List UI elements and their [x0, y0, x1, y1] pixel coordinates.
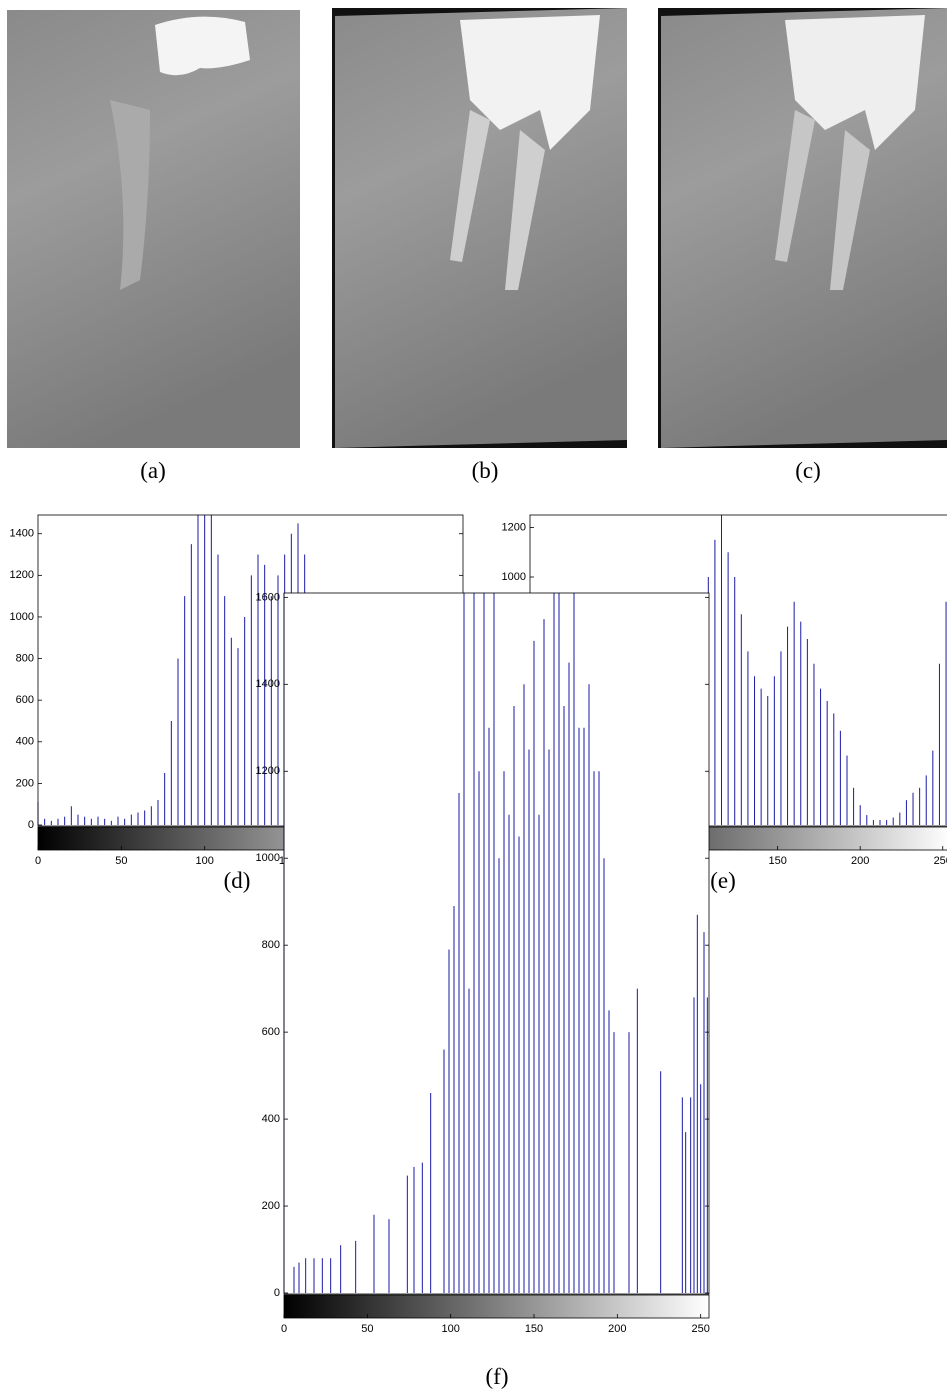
- y-tick-label: 1400: [10, 528, 34, 540]
- x-tick-label: 250: [691, 1323, 709, 1335]
- y-tick-label: 1200: [256, 765, 280, 777]
- y-tick-label: 800: [16, 652, 34, 664]
- y-tick-label: 1200: [502, 521, 526, 533]
- x-tick-label: 100: [441, 1323, 459, 1335]
- y-tick-label: 1200: [10, 569, 34, 581]
- xray-b: [332, 8, 627, 448]
- y-tick-label: 600: [262, 1026, 280, 1038]
- x-tick-label: 50: [115, 855, 127, 867]
- image-caption: (a): [140, 458, 166, 483]
- y-tick-label: 200: [262, 1200, 280, 1212]
- chart-caption: (e): [710, 868, 736, 893]
- x-tick-label: 0: [35, 855, 41, 867]
- y-tick-label: 400: [16, 736, 34, 748]
- chart-caption: (d): [224, 868, 251, 893]
- y-tick-label: 0: [28, 819, 34, 831]
- image-caption: (c): [795, 458, 821, 483]
- x-tick-label: 150: [525, 1323, 543, 1335]
- x-tick-label: 0: [281, 1323, 287, 1335]
- xray-c: [658, 8, 947, 448]
- y-tick-label: 0: [274, 1287, 280, 1299]
- y-tick-label: 1400: [256, 678, 280, 690]
- y-tick-label: 1600: [256, 591, 280, 603]
- x-tick-label: 50: [361, 1323, 373, 1335]
- x-tick-label: 250: [934, 855, 947, 867]
- x-tick-label: 100: [195, 855, 213, 867]
- x-tick-label: 200: [851, 855, 869, 867]
- plot-area: [284, 593, 709, 1318]
- chart-caption: (f): [486, 1364, 509, 1389]
- x-tick-label: 150: [768, 855, 786, 867]
- x-tick-label: 200: [608, 1323, 626, 1335]
- image-caption: (b): [472, 458, 499, 483]
- y-tick-label: 600: [16, 694, 34, 706]
- y-tick-label: 1000: [256, 852, 280, 864]
- xray-a: [7, 10, 300, 448]
- y-tick-label: 1000: [502, 571, 526, 583]
- y-tick-label: 1000: [10, 611, 34, 623]
- colorbar: [283, 1294, 710, 1319]
- axes-box: [283, 592, 710, 1295]
- y-tick-label: 800: [262, 939, 280, 951]
- y-tick-label: 200: [16, 777, 34, 789]
- y-tick-label: 400: [262, 1113, 280, 1125]
